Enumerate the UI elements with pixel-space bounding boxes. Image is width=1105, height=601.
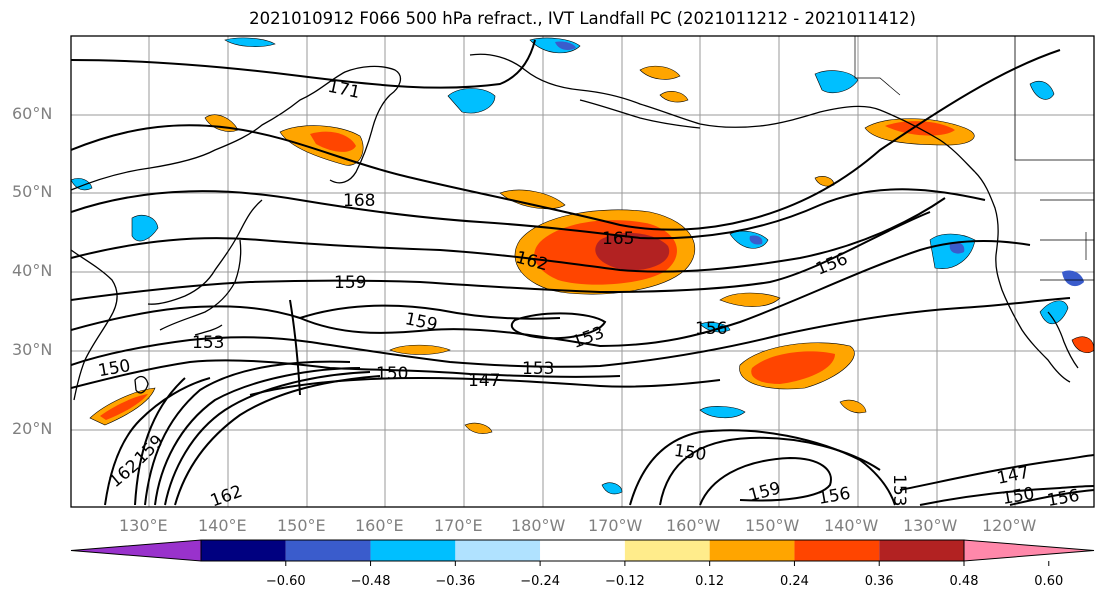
colorbar-tick-label: −0.48 (350, 574, 391, 589)
political-borders (854, 36, 1094, 281)
lon-label: 130°E (119, 516, 168, 535)
colorbar-tick-label: −0.60 (265, 574, 306, 589)
colorbar-cell (370, 540, 456, 561)
contour-label: 153 (192, 333, 224, 353)
contour-southern-5 (134, 377, 186, 506)
asia-coast (71, 65, 402, 401)
lon-label: 170°E (434, 516, 483, 535)
contour-147-east (899, 454, 1094, 491)
colorbar-cell (794, 540, 880, 561)
colorbar-outline (200, 539, 965, 562)
contour-147 (249, 376, 721, 396)
colorbar-tick-label: 0.60 (1034, 574, 1064, 589)
anomaly-north-center (499, 189, 566, 210)
contour-label: 150 (673, 441, 708, 465)
contour-153-south (659, 436, 881, 506)
colorbar-cell (709, 540, 795, 561)
contour-label: 165 (602, 229, 634, 249)
contour-159 (71, 211, 931, 301)
lon-label: 130°W (903, 516, 958, 535)
lat-label: 30°N (12, 340, 53, 359)
colorbar-extend-high (963, 539, 1095, 562)
colorbar-tick-label: 0.36 (864, 574, 894, 589)
alaska-coast (469, 53, 976, 173)
contour-southern-4 (144, 360, 351, 506)
contour-label: 153 (522, 359, 554, 379)
contour-label: 153 (889, 474, 909, 506)
contour-168 (71, 49, 1061, 231)
colorbar-tick-label: −0.12 (604, 574, 645, 589)
lon-label: 140°W (824, 516, 879, 535)
na-west-coast (974, 171, 1071, 383)
lon-label: 180°W (511, 516, 566, 535)
contour-southern-6 (104, 377, 211, 506)
contour-150-south (629, 429, 896, 506)
contour-label: 156 (1046, 486, 1081, 511)
lon-label: 140°E (198, 516, 247, 535)
aleutian-chain (579, 99, 701, 129)
contour-156-east (1009, 489, 1094, 506)
contour-southern-3 (154, 367, 361, 506)
contour-153-loop (510, 312, 607, 340)
map-title: 2021010912 F066 500 hPa refract., IVT La… (249, 9, 916, 28)
colorbar-extend-low (70, 539, 202, 562)
contour-label: 156 (695, 319, 727, 339)
lon-label: 150°W (745, 516, 800, 535)
contour-150-vertical (289, 299, 301, 396)
contour-southern-2 (164, 371, 371, 506)
baja-coast (1047, 311, 1079, 369)
lat-label: 60°N (12, 104, 53, 123)
lon-label: 160°E (355, 516, 404, 535)
contour-150 (71, 359, 621, 389)
colorbar-cell (285, 540, 371, 561)
contour-162 (71, 197, 946, 273)
lon-label: 120°W (982, 516, 1037, 535)
refractivity-contours (71, 39, 1094, 506)
colorbar-tick-label: −0.36 (435, 574, 476, 589)
contour-165 (71, 188, 986, 240)
coastlines (71, 53, 1079, 401)
lon-label: 160°W (666, 516, 721, 535)
contour-153 (71, 297, 1071, 368)
lon-label: 150°E (277, 516, 326, 535)
colorbar-tick-label: 0.24 (779, 574, 809, 589)
taiwan-coast (134, 375, 149, 394)
contour-southern-1 (174, 375, 381, 506)
lat-label: 50°N (12, 182, 53, 201)
contour-156 (71, 240, 1031, 348)
contour-label: 159 (334, 273, 366, 293)
contour-label: 156 (817, 484, 852, 509)
colorbar-cell (455, 540, 541, 561)
colorbar-cell (201, 540, 286, 561)
japan-coast (159, 239, 242, 336)
contour-label: 147 (468, 371, 500, 391)
contour-150-east (919, 485, 1094, 506)
lat-label: 20°N (12, 419, 53, 438)
colorbar-tick-label: 0.48 (949, 574, 979, 589)
colorbar-cell (624, 540, 710, 561)
contour-label: 150 (1001, 484, 1036, 509)
negative-anomaly-shading (71, 37, 1084, 495)
colorbar-tick-label: −0.24 (520, 574, 561, 589)
colorbar-cell (879, 540, 964, 561)
lon-gridlines (148, 36, 1016, 507)
lat-label: 40°N (12, 261, 53, 280)
contour-label: 168 (343, 191, 375, 211)
contour-label: 150 (376, 364, 408, 384)
colorbar-cell (540, 540, 625, 561)
lon-label: 170°W (588, 516, 643, 535)
map-frame (70, 35, 1095, 508)
contour-171 (71, 39, 536, 89)
colorbar-tick-label: 0.12 (695, 574, 725, 589)
positive-anomaly-shading (89, 65, 1094, 434)
contour-159-south (699, 456, 832, 506)
